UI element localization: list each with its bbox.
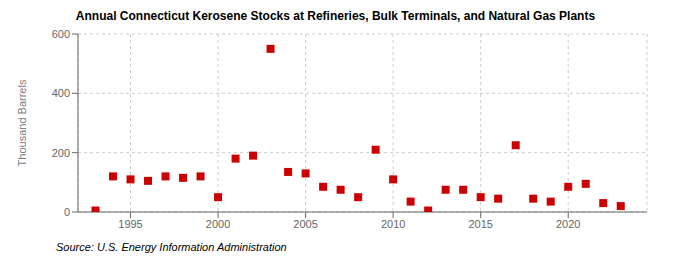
html-text:Source: U.S. Energy Informatio: Source: U.S. Energy Information Administ… <box>56 241 287 253</box>
html-text:Annual Connecticut Kerosene St: Annual Connecticut Kerosene Stocks at Re… <box>75 9 596 23</box>
svg-text:2010: 2010 <box>381 218 405 230</box>
svg-text:400: 400 <box>52 87 70 99</box>
svg-text:Thousand Barrels: Thousand Barrels <box>16 79 28 166</box>
svg-text:2020: 2020 <box>556 218 580 230</box>
svg-text:0: 0 <box>64 206 70 218</box>
svg-text:1995: 1995 <box>118 218 142 230</box>
svg-text:2000: 2000 <box>206 218 230 230</box>
svg-text:2015: 2015 <box>468 218 492 230</box>
svg-text:2005: 2005 <box>293 218 317 230</box>
svg-text:200: 200 <box>52 147 70 159</box>
svg-text:600: 600 <box>52 28 70 40</box>
